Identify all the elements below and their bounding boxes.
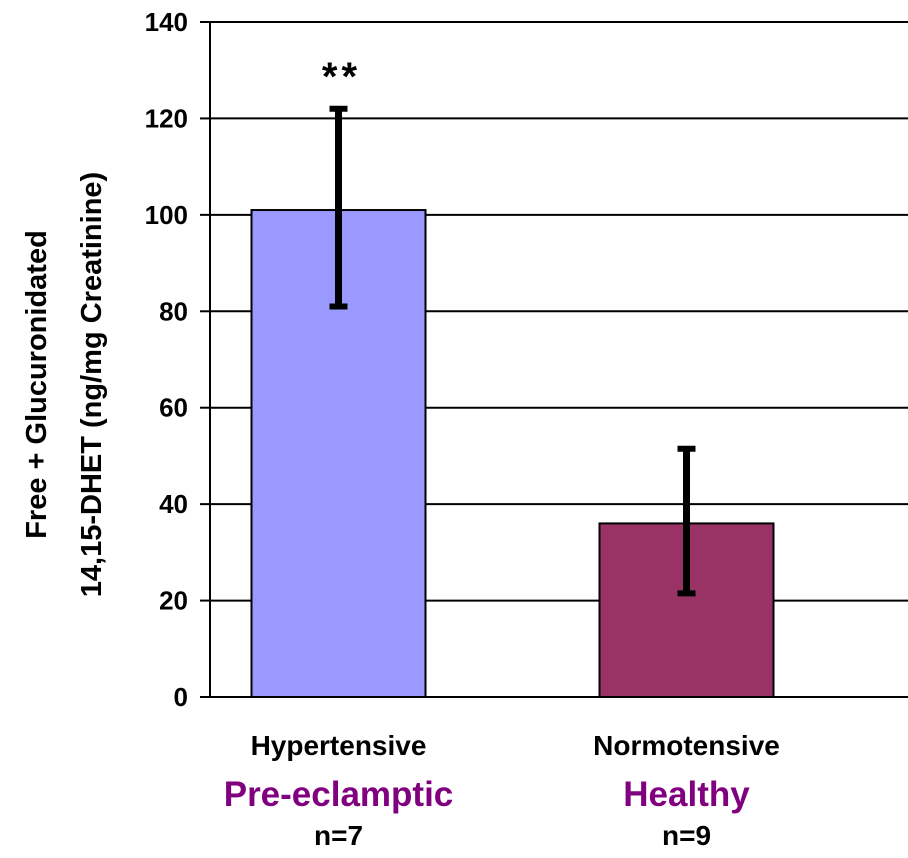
- x-category-label: Normotensive: [593, 730, 780, 761]
- y-tick-label: 80: [159, 296, 188, 326]
- x-category-subtitle: Pre-eclamptic: [224, 775, 454, 814]
- significance-marker: **: [322, 55, 361, 99]
- y-tick-label: 100: [145, 200, 188, 230]
- labels: ** Hypertensive Pre-eclamptic n=7 Normotensi…: [21, 55, 780, 851]
- x-category-count: n=9: [662, 820, 711, 851]
- x-category-label: Hypertensive: [251, 730, 427, 761]
- y-axis-title-line2: 14,15-DHET (ng/mg Creatinine): [76, 172, 108, 597]
- y-tick-label: 120: [145, 103, 188, 133]
- y-tick-label: 60: [159, 393, 188, 423]
- y-axis-title-line1: Free + Glucuronidated: [21, 230, 53, 539]
- bars: [250, 209, 775, 699]
- x-category-count: n=7: [314, 820, 363, 851]
- y-tick-label: 40: [159, 489, 188, 519]
- error-bars: [329, 105, 696, 597]
- x-category-subtitle: Healthy: [623, 775, 750, 814]
- y-tick-label: 0: [174, 682, 188, 712]
- y-tick-label: 20: [159, 586, 188, 616]
- y-tick-label: 140: [145, 7, 188, 37]
